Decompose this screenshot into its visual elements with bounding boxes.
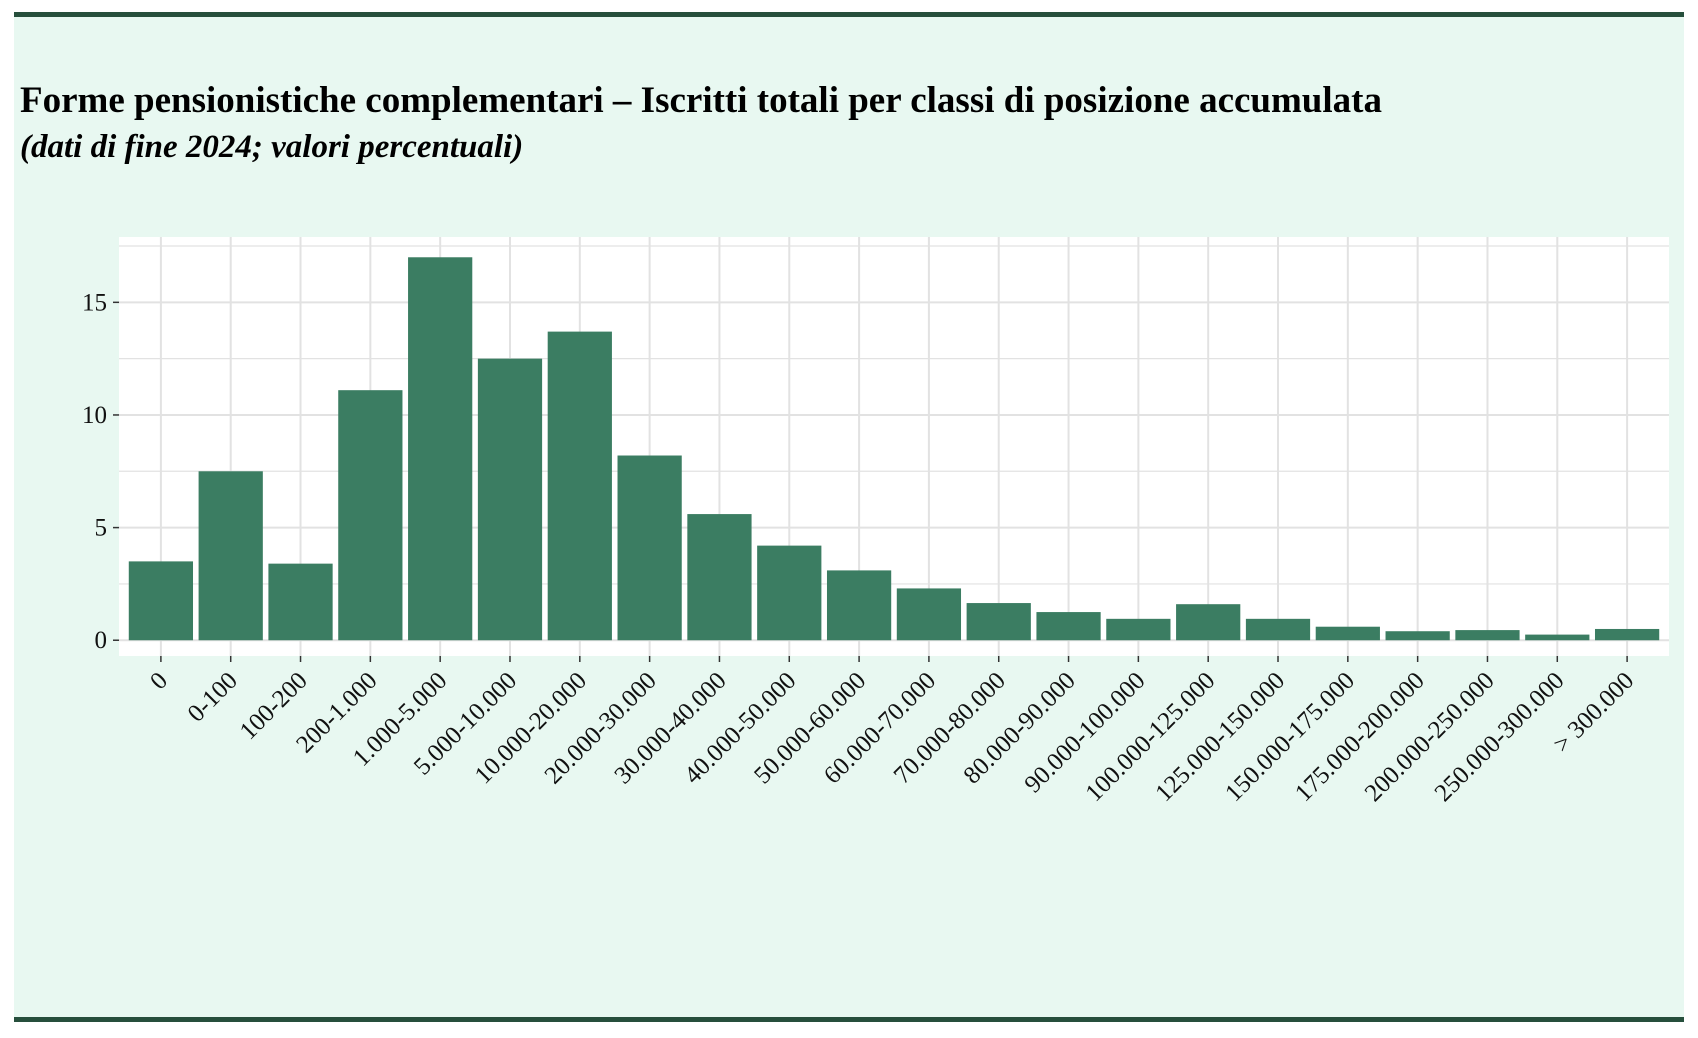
x-tick-label: 100.000-125.000 [1081, 667, 1221, 807]
bar [896, 588, 962, 641]
chart-subtitle: (dati di fine 2024; valori percentuali) [20, 129, 524, 165]
x-tick-label: 200.000-250.000 [1360, 667, 1500, 807]
bar [1315, 626, 1380, 641]
bar [1176, 604, 1241, 641]
x-tick-label: 125.000-150.000 [1150, 667, 1290, 807]
bar [198, 471, 263, 641]
x-tick-label: 90.000-100.000 [1020, 667, 1151, 798]
bar [617, 455, 682, 641]
bar [477, 358, 543, 641]
y-tick-label: 15 [82, 289, 107, 316]
bar [1106, 618, 1171, 641]
y-tick-label: 0 [95, 627, 108, 654]
x-tick-label: 0-100 [183, 667, 243, 727]
bar [1036, 612, 1101, 641]
bar [1245, 618, 1311, 641]
bar [338, 390, 403, 641]
bar [1525, 634, 1590, 641]
x-tick-label: 0 [145, 667, 173, 695]
bar [687, 514, 752, 641]
y-tick-label: 5 [95, 515, 108, 542]
bar [408, 257, 473, 641]
bar [966, 603, 1031, 641]
x-tick-label: 250.000-300.000 [1430, 667, 1570, 807]
bar [757, 545, 822, 641]
bar [1455, 630, 1520, 641]
x-tick-label: 150.000-175.000 [1220, 667, 1360, 807]
bar [826, 570, 892, 641]
chart-panel: Forme pensionistiche complementari – Isc… [14, 12, 1684, 1022]
x-tick-label: 175.000-200.000 [1290, 667, 1430, 807]
bar [1385, 631, 1450, 641]
bar [1594, 628, 1660, 641]
chart-title: Forme pensionistiche complementari – Isc… [20, 80, 1382, 121]
y-tick-label: 10 [82, 402, 107, 429]
bar [128, 561, 194, 641]
bar [268, 563, 333, 641]
bar [547, 331, 612, 641]
